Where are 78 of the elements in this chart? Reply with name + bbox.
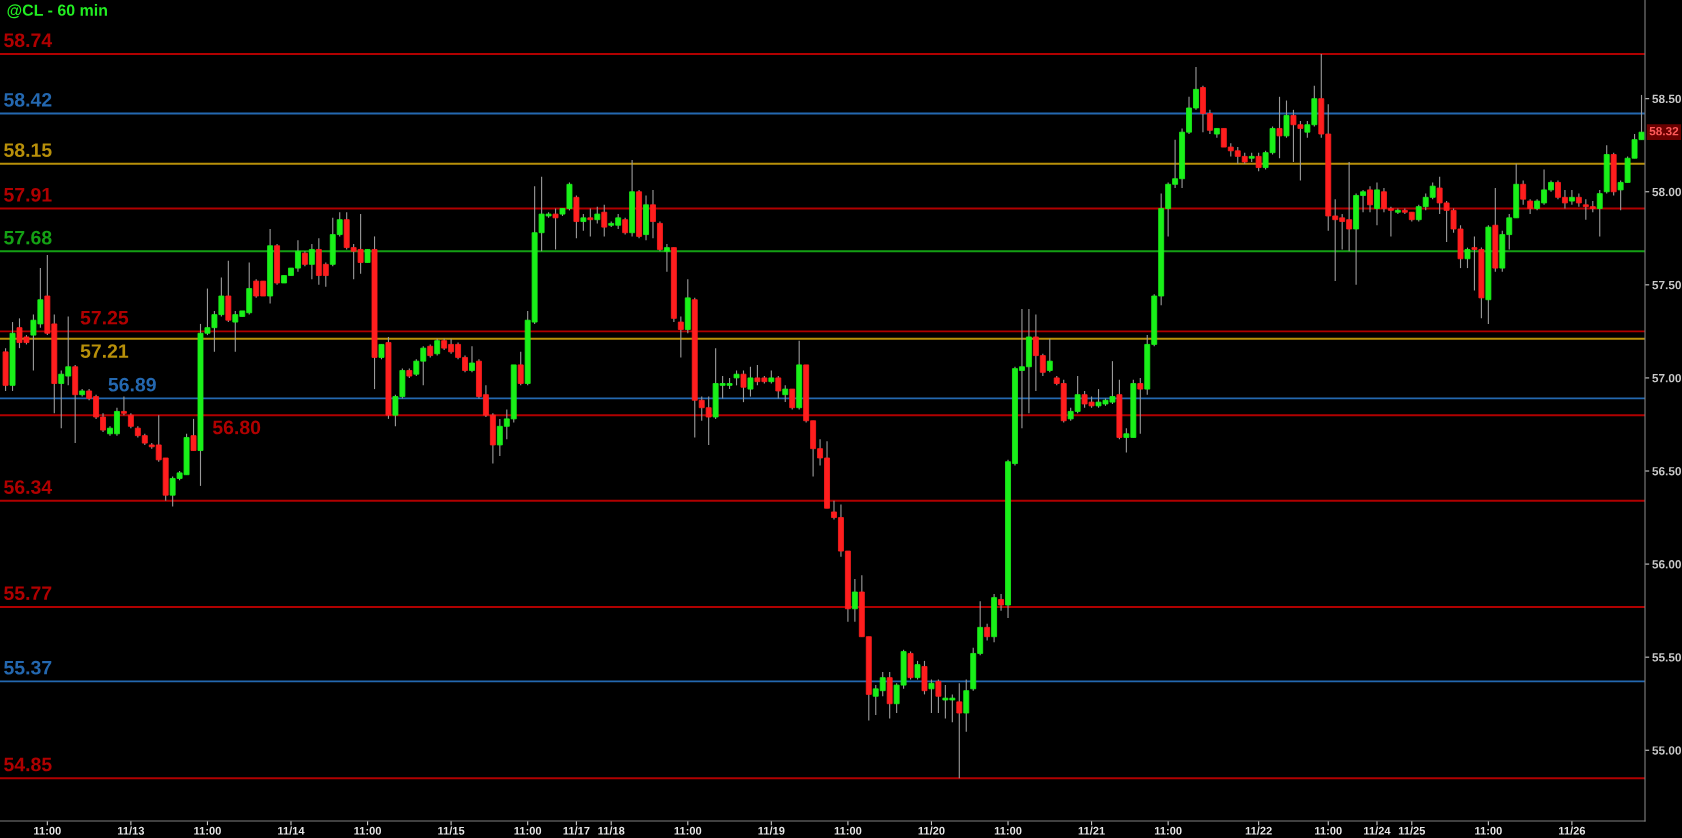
x-tick-label: 11/25 xyxy=(1398,826,1426,835)
ref-line-label: 54.85 xyxy=(4,757,52,772)
candlestick xyxy=(120,395,127,416)
candlestick xyxy=(190,418,197,452)
candlestick xyxy=(935,678,942,714)
y-tick-label: 56.50 xyxy=(1652,467,1681,476)
candlestick xyxy=(663,243,670,273)
ref-line-label: 55.77 xyxy=(4,586,52,601)
x-tick-label: 11:00 xyxy=(994,826,1022,835)
candlestick xyxy=(1276,96,1283,159)
x-tick-label: 11:00 xyxy=(34,826,61,835)
candlestick xyxy=(517,351,524,386)
ref-line-label: 56.80 xyxy=(212,420,261,435)
ref-line-label: 57.21 xyxy=(80,344,129,358)
candlestick xyxy=(1520,180,1527,206)
y-tick-label: 58.00 xyxy=(1652,187,1681,197)
x-tick-label: 11/21 xyxy=(1078,826,1105,835)
x-tick-label: 11/22 xyxy=(1245,826,1272,835)
x-tick-label: 11/26 xyxy=(1559,826,1586,835)
candlestick xyxy=(998,593,1004,612)
candlestick xyxy=(1464,247,1471,269)
x-tick-label: 11/19 xyxy=(758,826,785,835)
ref-line-label: 57.91 xyxy=(4,187,52,202)
candlestick xyxy=(677,315,684,358)
candlestick xyxy=(747,366,754,398)
ref-line-label: 58.74 xyxy=(4,33,53,48)
y-tick-label: 58.50 xyxy=(1652,94,1681,104)
x-tick-label: 11/18 xyxy=(598,826,625,835)
candlestick xyxy=(1596,189,1603,237)
ref-line-label: 58.15 xyxy=(4,143,52,157)
annotation: 58.32 xyxy=(1649,126,1679,136)
x-tick-label: 11:00 xyxy=(674,826,702,835)
candlestick xyxy=(469,345,475,373)
y-tick-label: 55.00 xyxy=(1652,746,1681,755)
y-tick-label: 55.50 xyxy=(1652,653,1681,662)
candlestick xyxy=(1283,99,1290,139)
y-tick-label: 56.00 xyxy=(1652,560,1681,569)
chart-title: @CL - 60 min xyxy=(7,4,107,19)
x-tick-label: 11:00 xyxy=(1154,826,1182,835)
candlestick xyxy=(851,578,858,623)
ref-line-label: 57.68 xyxy=(4,230,52,245)
candlestick xyxy=(650,189,656,239)
candlestick xyxy=(601,204,608,237)
ref-line-label: 57.25 xyxy=(80,310,129,325)
ref-line-label: 55.37 xyxy=(4,660,52,675)
candlestick xyxy=(1367,185,1373,213)
y-tick-label: 57.50 xyxy=(1652,280,1681,290)
x-tick-label: 11/14 xyxy=(278,826,305,835)
x-tick-label: 11/24 xyxy=(1364,826,1391,835)
candlestick xyxy=(1255,152,1262,172)
candlestick xyxy=(928,678,935,714)
y-tick-label: 57.00 xyxy=(1652,373,1681,383)
ref-line-label: 56.34 xyxy=(4,480,53,494)
candlestick xyxy=(775,375,782,399)
x-tick-label: 11:00 xyxy=(514,826,542,835)
x-tick-label: 11:00 xyxy=(354,826,382,835)
x-tick-label: 11:00 xyxy=(194,826,221,835)
candlestick xyxy=(308,243,315,280)
candlestick xyxy=(1374,181,1380,226)
candlestick xyxy=(1137,377,1144,435)
candlestick xyxy=(956,682,963,779)
candlestick xyxy=(1568,189,1575,206)
x-tick-label: 11:00 xyxy=(834,826,862,835)
x-tick-label: 11/17 xyxy=(563,826,590,835)
x-tick-label: 11:00 xyxy=(1315,826,1342,835)
candlestick xyxy=(914,660,921,681)
x-tick-label: 11:00 xyxy=(1475,826,1502,835)
ref-line-label: 56.89 xyxy=(108,377,156,392)
candlestick xyxy=(552,207,559,251)
candlestick xyxy=(963,678,970,733)
ref-line-label: 58.42 xyxy=(4,92,52,107)
candlestick xyxy=(1046,338,1053,373)
candlestick xyxy=(740,369,747,403)
x-tick-label: 11/13 xyxy=(117,826,145,835)
x-tick-label: 11/20 xyxy=(918,826,945,835)
candlestick xyxy=(587,207,594,237)
candlestick xyxy=(789,388,796,411)
x-tick-label: 11/15 xyxy=(438,826,465,835)
